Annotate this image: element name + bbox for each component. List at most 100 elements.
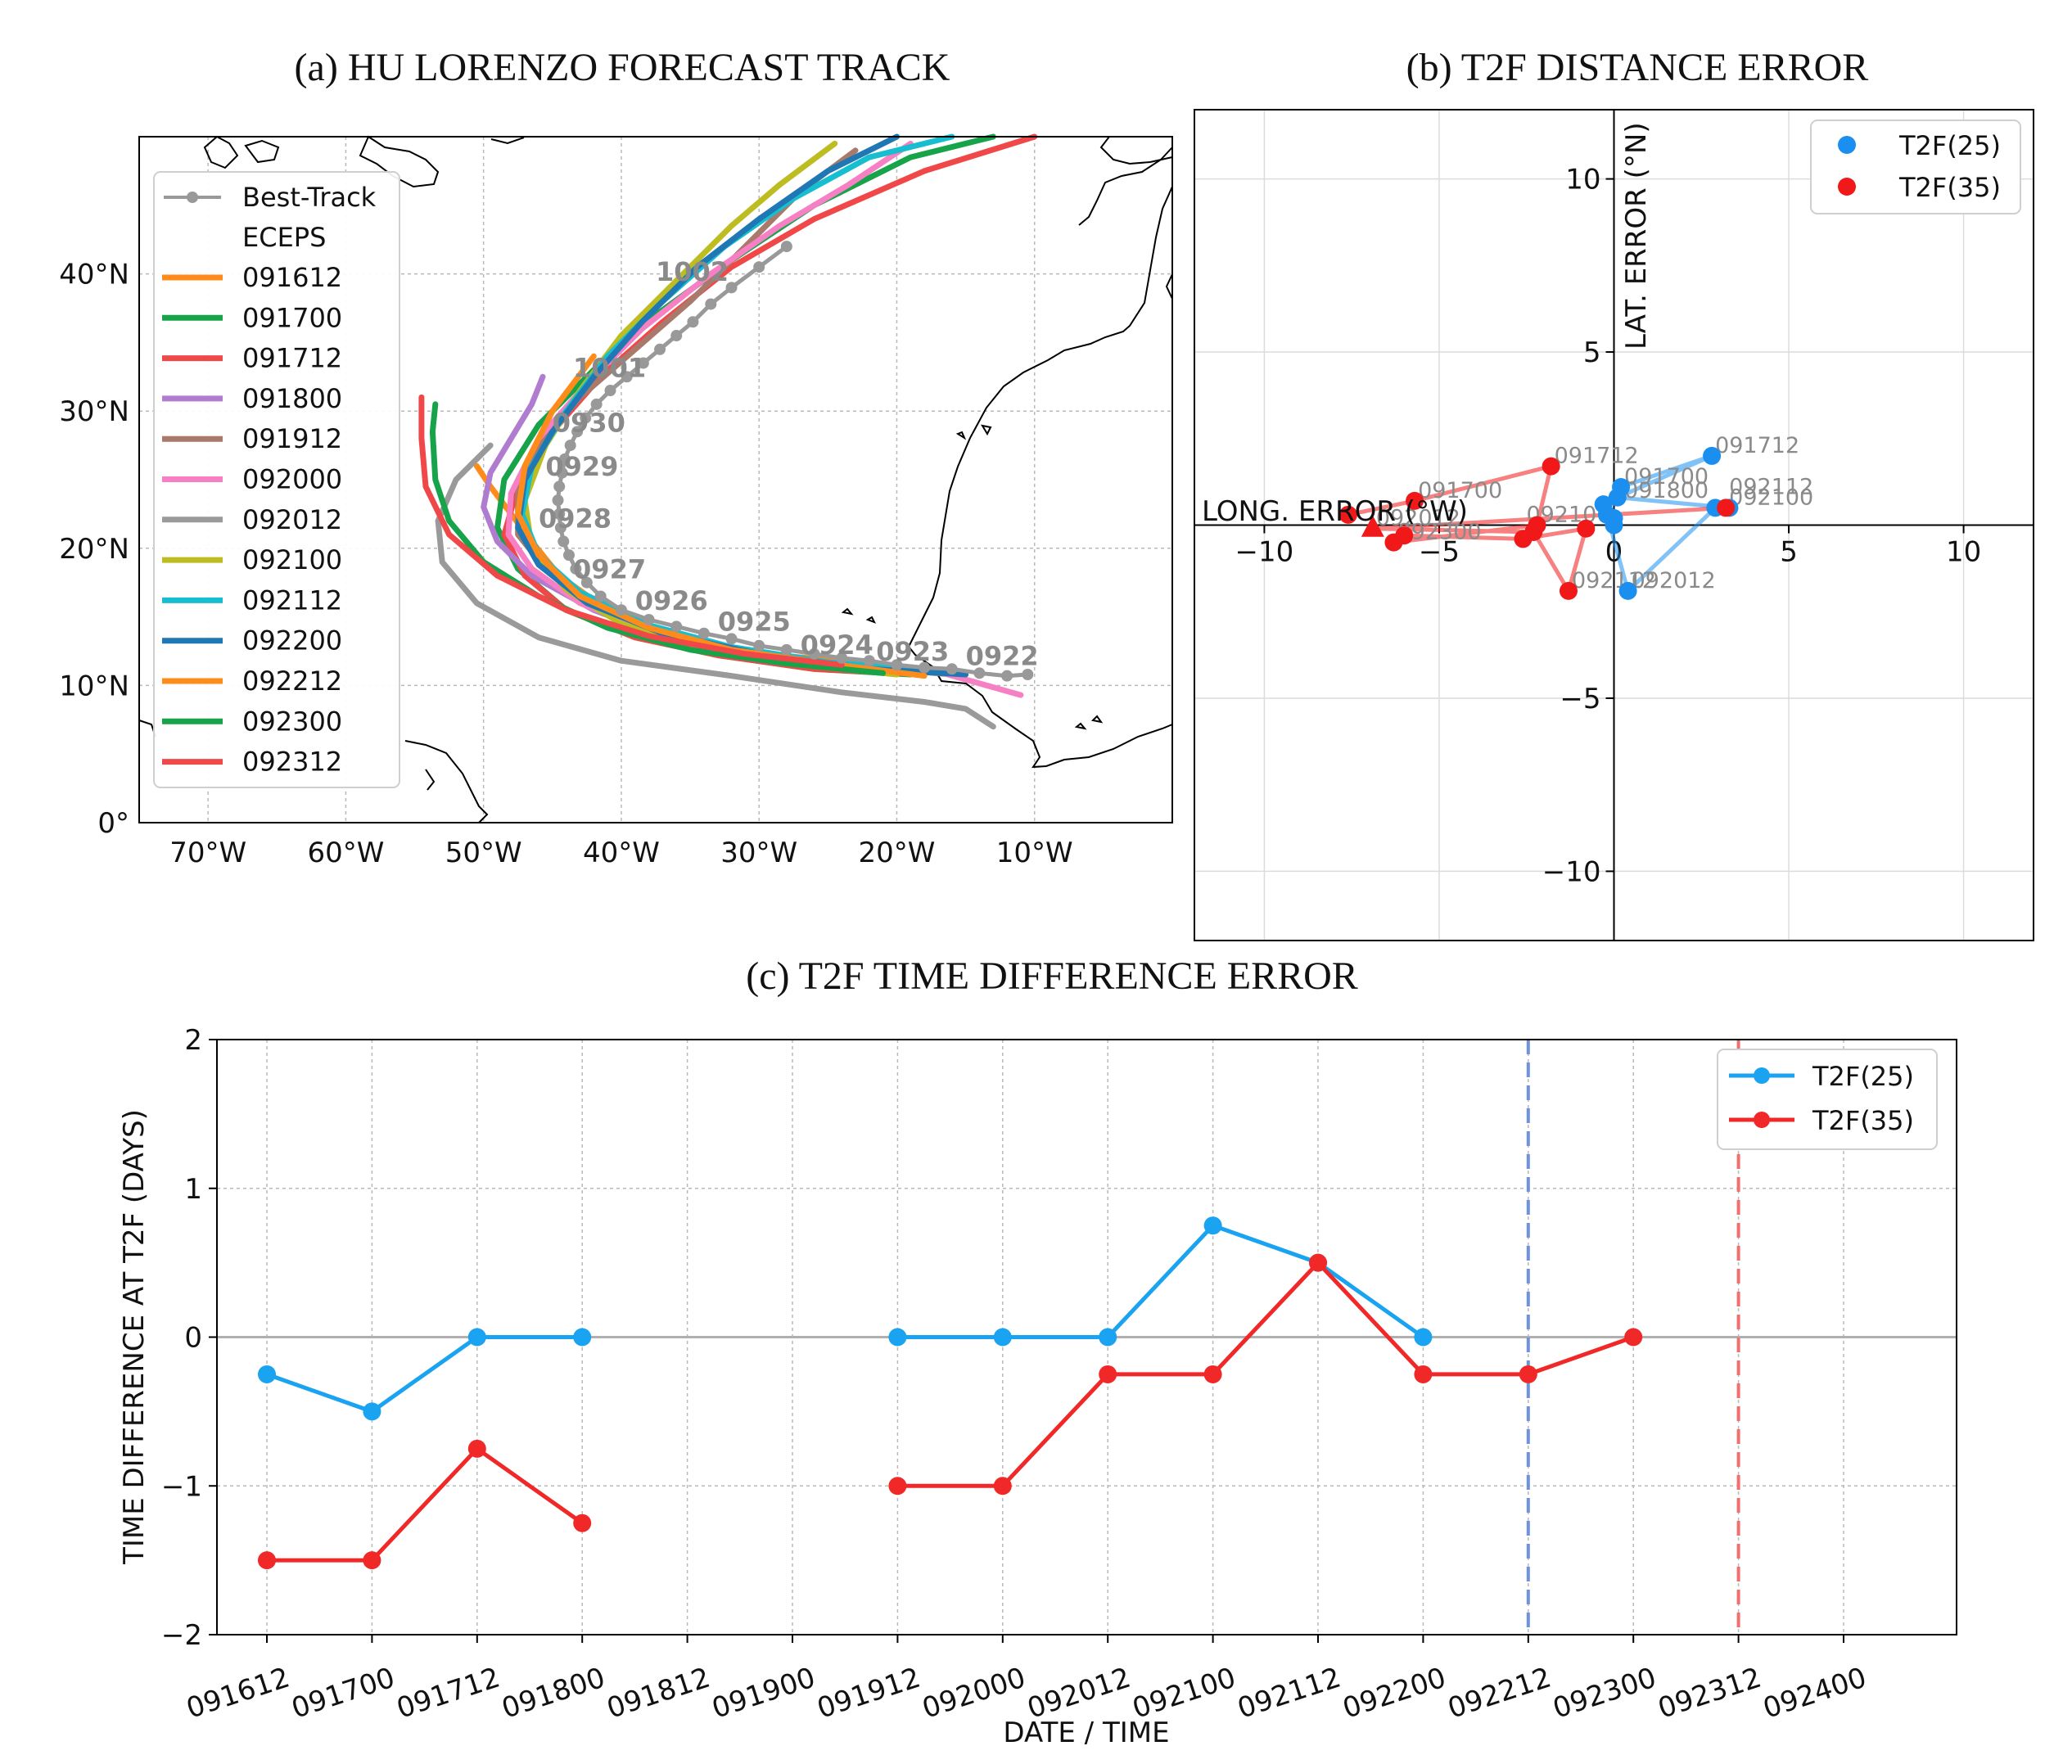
best-track-point [564, 440, 576, 452]
best-track-point [919, 661, 931, 674]
best-track-date-label: 0925 [718, 606, 791, 637]
best-track-point [562, 549, 575, 562]
map-frame [138, 136, 1173, 823]
panel-c-point-T2F(25) [1203, 1216, 1222, 1235]
best-track-point [1022, 668, 1034, 680]
panel-b-annotation: 091700 [1624, 464, 1709, 489]
panel-b-annotation: 091712 [1715, 433, 1799, 458]
legend-label-091712: 091712 [242, 343, 342, 374]
panel-b-point-092200 [1524, 522, 1543, 541]
panel-b-ytick-label: −10 [1542, 855, 1601, 888]
best-track-point [557, 535, 570, 548]
panel-b-xtick-label: 10 [1946, 536, 1981, 569]
panel-c-xtick-label: 092012 [1023, 1662, 1135, 1726]
legend-best-track-marker [187, 192, 198, 203]
panel-c-point-T2F(25) [363, 1402, 381, 1421]
legend-eceps-title: ECEPS [242, 222, 326, 253]
map-xtick-label: 10°W [996, 837, 1073, 869]
panel-c-point-T2F(35) [1203, 1365, 1222, 1383]
legend-t2f35-label: T2F(35) [1898, 172, 2001, 203]
panel-c-xtick-label: 091612 [183, 1662, 294, 1726]
best-track-date-label: 0926 [635, 585, 708, 616]
panel-c-point-T2F(25) [1414, 1328, 1433, 1347]
best-track-point [705, 298, 717, 310]
panel-b-point-092200 [1605, 509, 1623, 528]
best-track-point [615, 604, 627, 616]
panel-b-xlabel: LONG. ERROR (°W) [1202, 495, 1468, 528]
panel-c-xtick-label: 092112 [1234, 1662, 1345, 1726]
best-track-point [780, 241, 792, 253]
panel-c-point-T2F(25) [573, 1328, 592, 1347]
panel-c-point-T2F(25) [1099, 1328, 1117, 1347]
best-track-date-label: 0928 [539, 503, 612, 535]
legend-label-092312: 092312 [242, 747, 342, 778]
panel-c-line-T2F(25) [897, 1223, 1424, 1339]
panel-c-point-T2F(35) [1624, 1328, 1643, 1347]
best-track-point [808, 647, 820, 660]
panel-c-point-T2F(35) [993, 1477, 1012, 1496]
forecast-track-092312 [418, 394, 845, 668]
panel-c-xtick-label: 092300 [1549, 1662, 1660, 1726]
panel-c-xlabel: DATE / TIME [1003, 1717, 1169, 1749]
panel-c-point-T2F(35) [888, 1477, 907, 1496]
panel-c-line-T2F(25) [266, 1335, 583, 1414]
panel-b-point-092000 [1395, 526, 1414, 545]
map-xtick-label: 60°W [307, 837, 384, 869]
best-track-point [654, 343, 666, 355]
best-track-date-label: 0929 [545, 451, 618, 482]
map-xtick-label: 40°W [583, 837, 660, 869]
panel-c-point-T2F(25) [993, 1328, 1012, 1347]
legend-label-091612: 091612 [242, 262, 342, 293]
best-track-point [780, 643, 792, 656]
panel-c-line-T2F(35) [897, 1259, 1635, 1488]
panel-c-xtick-label: 091700 [287, 1662, 399, 1726]
best-track-point [554, 521, 567, 534]
legend-label-092212: 092212 [242, 665, 342, 697]
panel-b-point-092012 [1618, 581, 1637, 600]
legend-label-092300: 092300 [242, 706, 342, 737]
panel-c-series [258, 1216, 1643, 1570]
legend-t2f25-label: T2F(25) [1898, 130, 2001, 161]
best-track-point [697, 627, 710, 639]
panel-c-ytick-label: −2 [161, 1619, 202, 1652]
best-track-point [590, 398, 603, 410]
legend-c-t2f35-label: T2F(35) [1812, 1105, 1914, 1136]
best-track-point [891, 659, 903, 671]
legend-t2f35-marker [1838, 178, 1856, 196]
best-track-point [552, 494, 564, 507]
best-track-date-label: 0927 [573, 554, 646, 585]
panel-c-ytick-label: 2 [184, 1024, 202, 1057]
legend-items: 091612 091700 091712 091800 091912 092000 0920… [162, 262, 342, 778]
best-track-point [687, 316, 699, 328]
panel-b-point-091612 [1338, 505, 1357, 524]
panel-c-xtick-label: 091812 [603, 1662, 715, 1726]
panel-c-point-T2F(35) [467, 1439, 486, 1458]
map-xtick-label: 70°W [169, 837, 246, 869]
best-track-point [553, 480, 566, 493]
best-track-date-label: 0924 [801, 629, 873, 661]
best-track-point [670, 620, 683, 633]
legend-t2f25-marker [1838, 136, 1856, 154]
best-track-point [973, 667, 986, 679]
panel-c-ytick-label: 0 [184, 1322, 202, 1355]
forecast-tracks [418, 133, 1038, 730]
panel-a-legend: Best-Track ECEPS 091612 091700 091712 09180… [153, 171, 400, 788]
panel-b-point-092112 [1559, 581, 1578, 600]
legend-best-track-label: Best-Track [242, 182, 377, 213]
panel-c-xtick-label: 092100 [1129, 1662, 1240, 1726]
panel-b-point-092300 [1717, 499, 1736, 517]
legend-label-091800: 091800 [242, 383, 342, 414]
best-track-point [570, 562, 582, 575]
panel-b-point-092100 [1577, 519, 1596, 538]
best-track-date-label: 0930 [553, 407, 625, 438]
map-ytick-label: 30°N [59, 395, 129, 428]
panel-c-xtick-label: 091912 [813, 1662, 924, 1726]
panel-b-point-091800 [1608, 488, 1627, 507]
legend-label-092100: 092100 [242, 544, 342, 575]
best-track-point [643, 613, 655, 625]
legend-box [153, 171, 400, 788]
best-track-point [753, 639, 765, 652]
panel-b-ytick-label: 5 [1583, 336, 1601, 369]
best-track-point [556, 467, 568, 479]
